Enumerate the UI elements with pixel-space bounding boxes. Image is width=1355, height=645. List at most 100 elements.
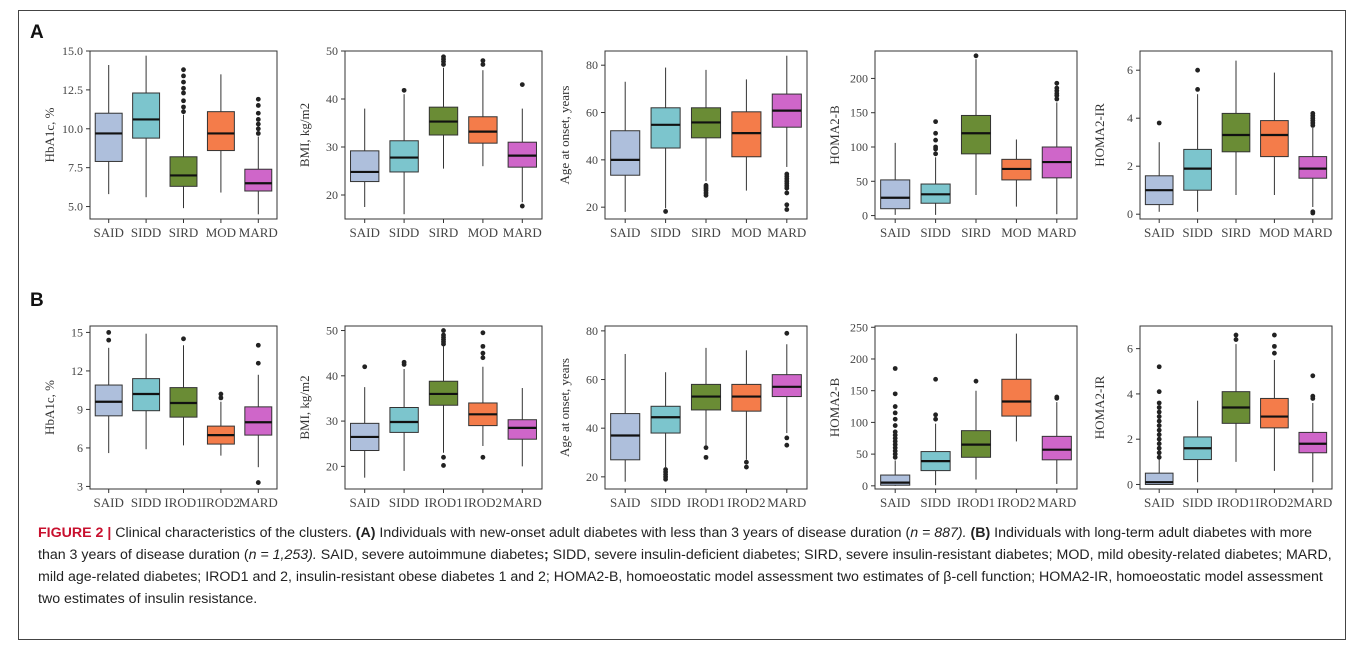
box-said [94,112,123,162]
y-tick-label: 6 [1127,342,1133,356]
y-tick-label: 5.0 [68,200,83,214]
caption-b-text: Individuals with long-term adult diabete… [38,525,1312,563]
x-tick-label: SAID [610,495,640,510]
box-said [350,150,380,183]
box-mard [507,419,537,440]
x-tick-label: SIDD [920,225,950,240]
box-mod [468,116,498,144]
y-tick-label: 30 [326,140,338,154]
box-irod2 [731,383,762,412]
outlier-point [255,110,261,116]
outlier-point [663,467,668,472]
y-tick-label: 6 [77,441,83,455]
outlier-point [1156,432,1162,438]
x-tick-label: IROD1 [957,495,995,510]
y-tick-label: 150 [850,384,868,398]
outlier-point [784,207,790,212]
box-irod2 [1001,378,1032,417]
x-tick-label: IROD1 [1217,495,1255,510]
x-tick-label: MARD [767,225,806,240]
outlier-point [1156,423,1162,429]
y-tick-label: 0 [862,209,868,223]
outlier-point [1156,400,1162,406]
y-axis-label: HbA1c, % [42,107,57,162]
caption-a-n: n = 887). [910,525,971,541]
outlier-point [784,190,790,196]
caption-a-text: Individuals with new-onset adult diabete… [375,525,911,541]
outlier-point [892,366,898,371]
outlier-point [441,454,446,460]
y-tick-label: 40 [586,421,598,435]
outlier-point [480,330,486,336]
x-tick-label: SIDD [389,495,419,510]
y-axis-label: BMI, kg/m2 [297,375,312,439]
outlier-point [441,463,446,468]
outlier-point [784,202,790,208]
x-tick-label: IROD2 [997,495,1035,510]
outlier-point [892,423,898,428]
outlier-point [1272,332,1277,338]
y-tick-label: 50 [326,324,338,338]
box-mard [1041,435,1072,461]
chart-b-homa2ir: 6 4 2 0 HOMA2-IR SAID SIDD IROD1 IROD2 MARD [1092,325,1333,510]
y-axis-label: HOMA2-IR [1092,103,1107,167]
box-mard [771,374,802,398]
y-tick-label: 4 [1127,387,1133,401]
outlier-point [784,330,790,336]
x-tick-label: SIRD [1221,225,1251,240]
x-tick-label: SIDD [920,495,950,510]
x-tick-label: MARD [1037,495,1076,510]
x-tick-label: IROD2 [727,495,765,510]
caption-a-label: (A) [355,525,376,541]
outlier-point [744,464,749,470]
x-tick-label: SIDD [389,225,419,240]
y-tick-label: 50 [326,44,338,58]
outlier-point [973,53,979,59]
x-tick-label: MARD [239,225,278,240]
box-sird [169,156,198,187]
outlier-point [744,459,749,465]
y-axis-label: Age at onset, years [557,86,572,185]
y-tick-label: 7.5 [68,161,83,175]
outlier-point [784,442,790,448]
box-mod [206,111,235,152]
y-tick-label: 15 [71,325,83,339]
caption-b-n: n = 1,253). [248,547,321,563]
outlier-point [441,332,446,338]
x-tick-label: SIDD [1182,495,1212,510]
y-axis-label: HbA1c, % [42,380,57,435]
outlier-point [255,480,261,485]
outlier-point [519,82,525,87]
outlier-point [933,137,938,143]
y-tick-label: 150 [850,106,868,120]
x-tick-label: SAID [880,495,910,510]
y-tick-label: 40 [326,369,338,383]
x-tick-label: MARD [1037,225,1076,240]
y-axis-label: HOMA2-IR [1092,375,1107,439]
box-mard [1298,156,1328,179]
outlier-point [703,445,709,451]
outlier-point [1156,450,1162,456]
x-tick-label: SIDD [650,495,680,510]
outlier-point [1195,67,1200,73]
outlier-point [933,416,938,422]
chart-a-homa2ir: 6 4 2 0 HOMA2-IR SAID SIDD SIRD MOD MARD [1092,50,1333,240]
y-tick-label: 9 [77,402,83,416]
outlier-point [255,342,261,348]
outlier-point [1156,414,1162,419]
outlier-point [1272,350,1277,356]
x-tick-label: MARD [767,495,806,510]
y-axis-label: HOMA2-B [827,105,842,165]
y-tick-label: 50 [856,447,868,461]
outlier-point [218,391,224,397]
outlier-point [480,62,486,67]
outlier-point [703,183,709,188]
y-tick-label: 200 [850,71,868,85]
outlier-point [892,429,898,435]
outlier-point [663,209,668,214]
outlier-point [784,171,790,177]
x-tick-label: SIDD [131,495,161,510]
outlier-point [1156,454,1162,460]
caption-rest: SIDD, severe insulin-deficient diabetes;… [38,547,1332,607]
